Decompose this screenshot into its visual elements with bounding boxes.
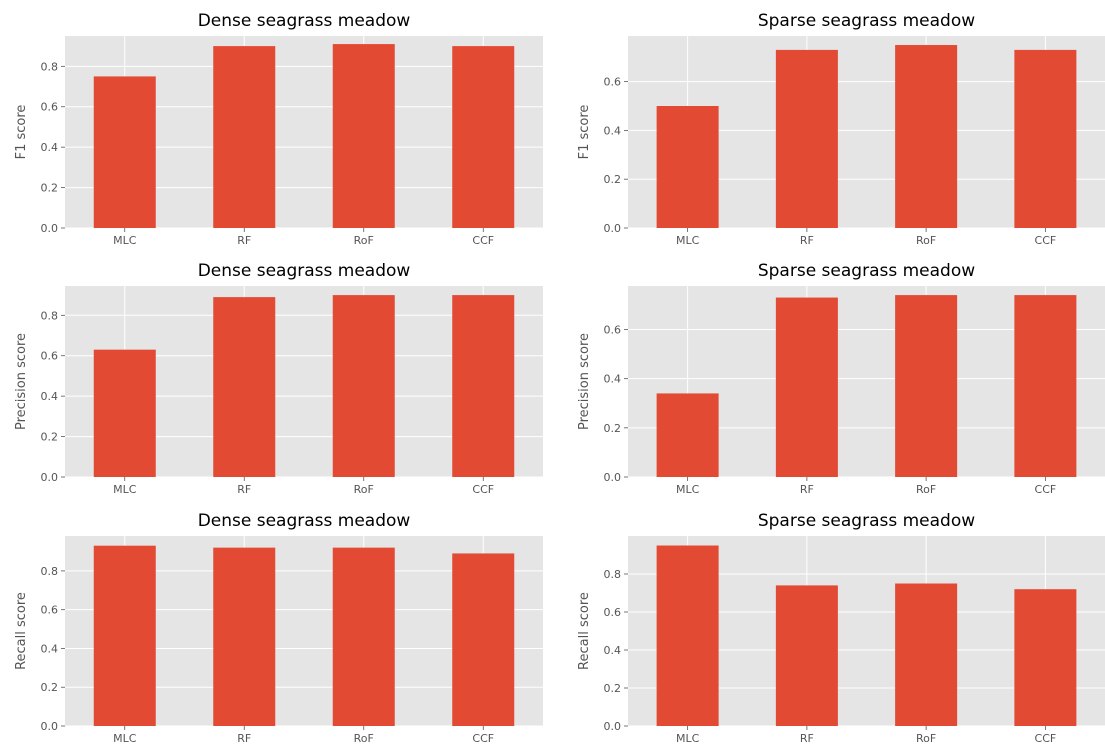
x-tick-label: RF	[237, 483, 251, 496]
y-tick-label: 0.0	[41, 471, 59, 484]
x-tick-label: RF	[237, 234, 251, 247]
y-tick-label: 0.4	[604, 644, 622, 657]
y-tick-label: 0.2	[41, 681, 59, 694]
bar-rf	[213, 46, 276, 229]
subplot-5: 0.0 0.2 0.4 0.6 0.8 MLC RF RoF CCF Dense seagrass…	[14, 511, 543, 745]
y-tick-label: 0.8	[41, 309, 59, 322]
y-tick-label: 0.4	[604, 373, 622, 386]
y-tick-label: 0.4	[41, 642, 59, 655]
y-tick-label: 0.2	[604, 173, 622, 186]
x-tick-label: RoF	[916, 483, 936, 496]
y-tick-label: 0.6	[604, 324, 622, 337]
chart-title: Sparse seagrass meadow	[758, 11, 975, 31]
y-tick-label: 0.2	[41, 431, 59, 444]
x-tick-label: MLC	[676, 483, 700, 496]
y-tick-label: 0.8	[41, 565, 59, 578]
y-tick-label: 0.0	[604, 720, 622, 733]
bar-rf	[213, 547, 276, 726]
bar-ccf	[452, 295, 515, 477]
y-tick-label: 0.4	[604, 124, 622, 137]
y-tick-label: 0.0	[41, 222, 59, 235]
bar-mlc	[656, 545, 719, 726]
x-tick-label: RoF	[354, 234, 374, 247]
x-tick-label: MLC	[676, 732, 700, 745]
bar-rof	[895, 583, 958, 726]
y-tick-label: 0.6	[41, 604, 59, 617]
x-tick-label: RoF	[354, 483, 374, 496]
x-tick-label: RoF	[916, 732, 936, 745]
x-tick-label: RoF	[916, 234, 936, 247]
bar-ccf	[1014, 49, 1077, 228]
x-tick-label: CCF	[1035, 234, 1057, 247]
bar-rof	[332, 295, 395, 477]
chart-title: Dense seagrass meadow	[198, 511, 411, 531]
y-tick-label: 0.4	[41, 390, 59, 403]
y-tick-label: 0.6	[41, 101, 59, 114]
bar-ccf	[1014, 295, 1077, 477]
y-tick-label: 0.2	[604, 682, 622, 695]
bar-mlc	[93, 76, 156, 228]
bar-mlc	[93, 545, 156, 726]
x-tick-label: RF	[800, 732, 814, 745]
x-tick-label: MLC	[113, 732, 137, 745]
x-tick-label: CCF	[1035, 732, 1057, 745]
bar-ccf	[452, 46, 515, 229]
chart-title: Dense seagrass meadow	[198, 11, 411, 31]
x-tick-label: RF	[800, 234, 814, 247]
y-tick-label: 0.2	[604, 422, 622, 435]
y-tick-label: 0.0	[604, 222, 622, 235]
x-tick-label: RoF	[354, 732, 374, 745]
bar-ccf	[1014, 589, 1077, 726]
y-tick-label: 0.8	[41, 60, 59, 73]
chart-title: Sparse seagrass meadow	[758, 511, 975, 531]
bar-mlc	[93, 349, 156, 477]
y-axis-label: Precision score	[14, 333, 29, 430]
x-tick-label: RF	[237, 732, 251, 745]
bar-rof	[895, 295, 958, 477]
x-tick-label: MLC	[113, 483, 137, 496]
y-tick-label: 0.2	[41, 182, 59, 195]
y-tick-label: 0.4	[41, 141, 59, 154]
bar-rf	[775, 585, 838, 726]
y-tick-label: 0.8	[604, 568, 622, 581]
x-tick-label: MLC	[676, 234, 700, 247]
bar-rof	[895, 45, 958, 228]
x-tick-label: CCF	[472, 732, 494, 745]
x-tick-label: CCF	[472, 483, 494, 496]
x-tick-label: RF	[800, 483, 814, 496]
y-axis-label: Precision score	[577, 333, 592, 430]
bar-rf	[213, 297, 276, 477]
y-tick-label: 0.6	[604, 606, 622, 619]
y-tick-label: 0.6	[604, 76, 622, 89]
bar-rof	[332, 547, 395, 726]
y-axis-label: Recall score	[577, 592, 592, 670]
bar-rof	[332, 44, 395, 228]
chart-title: Sparse seagrass meadow	[758, 261, 975, 281]
subplot-3: 0.0 0.2 0.4 0.6 0.8 MLC RF RoF CCF Dense seagrass…	[14, 261, 543, 496]
chart-title: Dense seagrass meadow	[198, 261, 411, 281]
y-axis-label: F1 score	[577, 105, 592, 160]
x-tick-label: MLC	[113, 234, 137, 247]
subplot-6: 0.0 0.2 0.4 0.6 0.8 MLC RF RoF CCF Sparse seagras…	[577, 511, 1105, 745]
bar-mlc	[656, 393, 719, 477]
y-axis-label: Recall score	[14, 592, 29, 670]
y-tick-label: 0.6	[41, 350, 59, 363]
bar-rf	[775, 297, 838, 477]
y-tick-label: 0.0	[604, 471, 622, 484]
subplot-2: 0.0 0.2 0.4 0.6 MLC RF RoF CCF Sparse seagrass m…	[577, 11, 1105, 247]
bar-mlc	[656, 106, 719, 228]
bar-rf	[775, 49, 838, 228]
bar-ccf	[452, 553, 515, 726]
x-tick-label: CCF	[472, 234, 494, 247]
subplot-4: 0.0 0.2 0.4 0.6 MLC RF RoF CCF Sparse seagrass m…	[577, 261, 1105, 496]
y-axis-label: F1 score	[14, 105, 29, 160]
y-tick-label: 0.0	[41, 720, 59, 733]
subplot-1: 0.0 0.2 0.4 0.6 0.8 MLC RF RoF CCF Dense seagrass…	[14, 11, 543, 247]
x-tick-label: CCF	[1035, 483, 1057, 496]
